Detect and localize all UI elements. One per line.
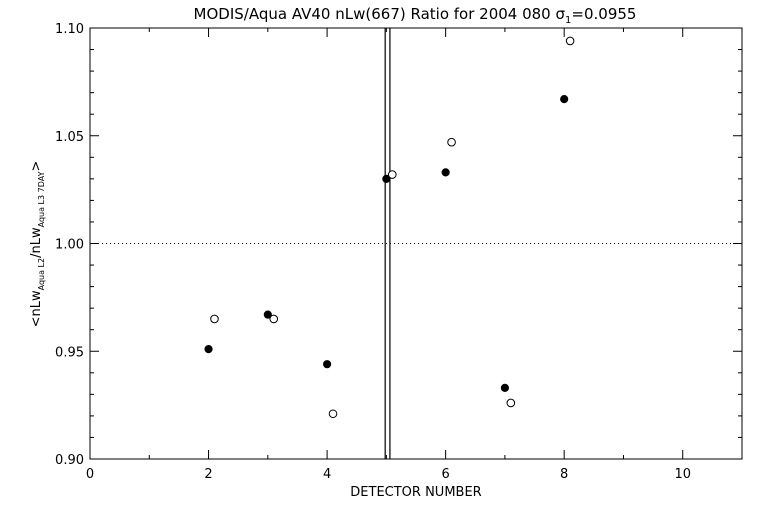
y-axis-label-slash: /nLw: [29, 227, 44, 258]
y-tick-label: 1.00: [55, 238, 84, 253]
data-point-open: [447, 137, 456, 147]
axes-layer: 0 2 4 6 8 10 0.90 0.95 1.00 1.05 1.10: [55, 22, 743, 482]
x-tick-label: 10: [674, 467, 691, 482]
y-tick-label: 1.10: [55, 22, 84, 37]
y-axis-label-sub2: Aqua L3 7DAY: [37, 171, 46, 227]
data-point-open: [565, 36, 575, 46]
data-point-filled: [204, 344, 213, 354]
plot-frame: [89, 27, 743, 460]
chart-title: MODIS/Aqua AV40 nLw(667) Ratio for 2004 …: [194, 5, 637, 26]
x-tick-label: 6: [441, 467, 449, 482]
x-tick-label: 2: [204, 467, 212, 482]
y-tick-label: 0.95: [55, 345, 84, 360]
y-axis-label-open: <nLw: [29, 290, 44, 327]
data-point-open: [269, 314, 279, 324]
lines-layer: [90, 28, 742, 459]
y-axis-label: <nLwAqua L2/nLwAqua L3 7DAY>: [29, 161, 46, 328]
chart-title-sigma-value: =0.0955: [571, 5, 636, 23]
data-point-filled: [322, 360, 332, 369]
data-point-filled: [441, 168, 450, 177]
y-tick-label: 0.90: [55, 453, 84, 468]
y-axis-label-sub1: Aqua L2: [37, 258, 46, 290]
chart-title-main: MODIS/Aqua AV40 nLw(667) Ratio for 2004 …: [194, 5, 556, 23]
x-tick-label: 8: [560, 467, 568, 482]
x-tick-label: 4: [323, 467, 331, 482]
data-point-filled: [560, 95, 569, 104]
data-point-open: [387, 170, 397, 179]
data-point-open: [506, 398, 516, 408]
data-point-filled: [382, 174, 391, 183]
chart-title-sigma: σ: [556, 5, 566, 23]
y-axis-label-close: >: [29, 161, 44, 172]
data-point-open: [328, 409, 338, 419]
chart-title-sigma-sub: 1: [565, 15, 571, 26]
y-tick-label: 1.05: [55, 130, 84, 145]
x-axis-label: DETECTOR NUMBER: [350, 485, 481, 500]
x-tick-label: 0: [86, 467, 94, 482]
data-point-open: [210, 314, 219, 324]
data-point-filled: [500, 383, 510, 392]
points-layer: [204, 36, 575, 419]
data-point-filled: [263, 310, 272, 319]
